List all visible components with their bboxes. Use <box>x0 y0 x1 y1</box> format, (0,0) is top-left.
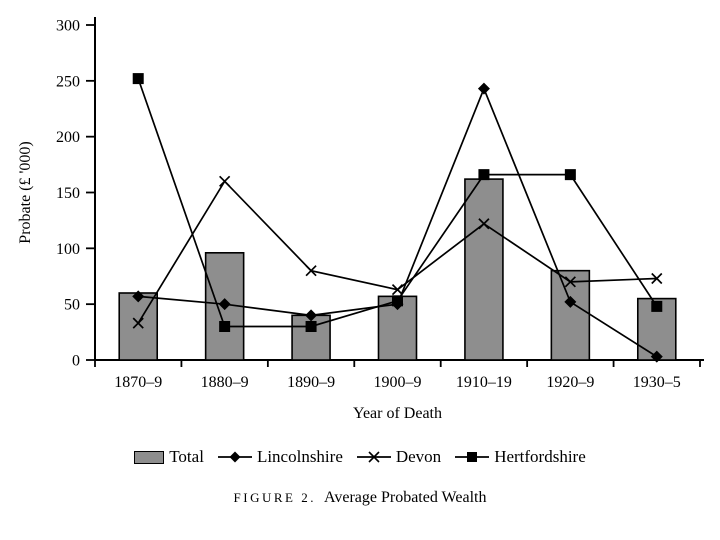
marker-square-hertfordshire-2 <box>305 321 317 332</box>
y-tick-label: 200 <box>56 129 80 146</box>
marker-x-devon-6 <box>651 272 663 285</box>
marker-diamond-lincolnshire-4 <box>477 82 490 95</box>
legend-item-total: Total <box>134 447 204 467</box>
marker-square-hertfordshire-6 <box>651 300 663 312</box>
legend-label-devon: Devon <box>395 447 442 466</box>
y-tick-label: 300 <box>56 18 80 35</box>
marker-x-devon-1 <box>219 175 231 187</box>
x-category-label: 1880–9 <box>201 374 249 391</box>
x-line-icon <box>356 451 391 463</box>
x-category-label: 1930–5 <box>633 374 681 391</box>
marker-square-hertfordshire-5 <box>564 169 576 181</box>
figure-caption-label: FIGURE 2. <box>233 490 316 505</box>
marker-diamond-lincolnshire-0 <box>132 290 145 303</box>
y-tick-label: 50 <box>64 297 80 314</box>
legend-label-total: Total <box>169 447 204 466</box>
legend-label-hertfordshire: Hertfordshire <box>494 447 586 466</box>
marker-square-hertfordshire-3 <box>392 295 403 307</box>
marker-diamond-lincolnshire-6 <box>650 350 663 363</box>
legend-item-lincolnshire: Lincolnshire <box>217 447 343 467</box>
x-category-label: 1890–9 <box>287 374 335 391</box>
diamond-line-icon <box>217 451 252 463</box>
y-tick-label: 0 <box>72 353 80 370</box>
x-axis-title: Year of Death <box>353 405 442 422</box>
figure-caption-title: Average Probated Wealth <box>323 489 487 506</box>
legend-label-lincolnshire: Lincolnshire <box>256 447 343 466</box>
figure-2: 0 50 100 150 200 250 300 1870–9 1880–9 1890–9 1900… <box>0 17 720 507</box>
x-category-label: 1910–19 <box>456 374 512 391</box>
square-line-icon <box>455 452 490 462</box>
marker-x-devon-4 <box>478 218 490 230</box>
figure-caption: FIGURE 2. Average Probated Wealth <box>0 489 720 507</box>
x-category-label: 1900–9 <box>374 374 422 391</box>
bar-total-5 <box>550 269 591 361</box>
x-category-label: 1920–9 <box>546 374 594 391</box>
marker-square-hertfordshire-4 <box>478 169 490 181</box>
legend-item-devon: Devon <box>356 447 442 467</box>
marker-diamond-lincolnshire-1 <box>218 298 231 311</box>
marker-square-hertfordshire-0 <box>132 73 144 85</box>
legend-item-hertfordshire: Hertfordshire <box>455 447 586 467</box>
y-tick-label: 250 <box>56 73 80 90</box>
x-category-label: 1870–9 <box>114 374 162 391</box>
marker-x-devon-3 <box>391 284 404 296</box>
chart-svg: 0 50 100 150 200 250 300 1870–9 1880–9 1890–9 1900… <box>17 17 704 422</box>
marker-x-devon-0 <box>132 317 144 329</box>
legend: Total Lincolnshire Devon Hertfordshire <box>0 447 720 467</box>
bar-total-0 <box>118 292 159 361</box>
marker-square-hertfordshire-1 <box>219 321 231 332</box>
y-tick-label: 150 <box>56 185 80 202</box>
marker-x-devon-2 <box>305 265 317 277</box>
bar-total-4 <box>464 178 504 361</box>
y-tick-label: 100 <box>56 241 80 258</box>
marker-x-devon-5 <box>564 276 576 288</box>
marker-diamond-lincolnshire-5 <box>564 295 577 308</box>
total-bar-swatch <box>134 450 165 464</box>
marker-diamond-lincolnshire-2 <box>305 309 318 322</box>
y-axis-title: Probate (£ '000) <box>17 141 34 243</box>
